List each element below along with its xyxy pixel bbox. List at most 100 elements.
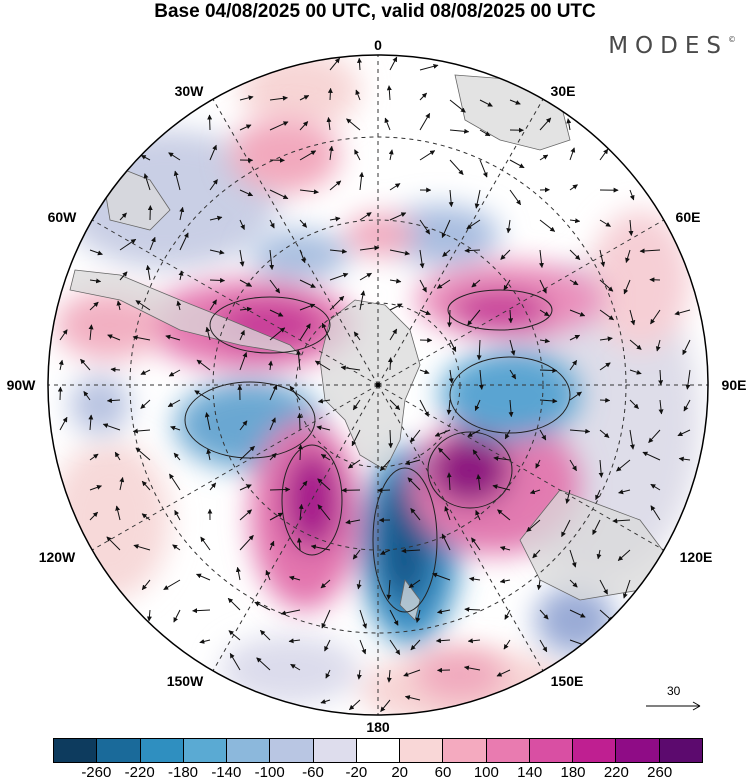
wind-arrow [499,546,511,551]
colorbar-segment [529,739,574,762]
wind-arrow [388,429,394,449]
wind-arrow [419,399,429,417]
wind-arrow [349,699,361,711]
wind-arrow [102,423,121,431]
wind-arrow [329,295,345,311]
wind-arrow [526,519,541,532]
wind-arrow [529,489,541,495]
wind-arrow [299,189,319,195]
wind-arrow [612,518,631,524]
contour-pos-se [427,431,513,509]
wind-arrow [389,328,398,341]
wind-arrow [194,390,211,401]
anomaly-neg-far-west [70,375,130,435]
wind-arrow [165,334,181,341]
wind-arrow [209,144,217,161]
wind-arrow [539,609,549,620]
wind-arrow [329,248,348,254]
wind-arrow [629,399,639,409]
wind-arrow [476,339,482,361]
wind-arrow [504,429,511,440]
wind-arrow [57,386,63,401]
wind-arrow [377,487,391,493]
wind-arrow [268,360,274,371]
tint-pos-ne [590,210,690,350]
wind-arrow [500,249,511,260]
wind-arrow [479,99,493,107]
wind-arrow [539,639,548,653]
label-lon-0: 0 [374,37,382,53]
wind-arrow [299,279,316,288]
colorbar-tick-label: 260 [647,764,673,781]
wind-arrow [446,399,452,415]
wind-arrow [475,510,481,521]
wind-arrow [410,508,421,521]
wind-arrow [299,249,306,264]
wind-arrow [471,279,481,288]
wind-arrow [353,331,361,341]
wind-arrow [351,429,361,447]
wind-arrow [539,398,558,404]
wind-arrow [235,566,241,581]
wind-arrow [569,428,591,434]
wind-arrow [317,398,331,404]
wind-arrow [539,279,547,294]
wind-arrow [535,459,541,469]
tint-neg-south [220,635,360,705]
wind-arrow [168,152,181,161]
wind-arrow [173,452,181,461]
anomaly-pos-south-edge [415,650,505,700]
wind-arrow [596,549,602,560]
wind-arrow [345,519,361,525]
wind-arrow [196,573,211,581]
wind-arrow [509,159,525,169]
wind-arrow [389,639,401,656]
vector-scale-value: 30 [667,684,681,698]
contour-pos-ne [447,289,553,331]
wind-arrow [174,509,181,521]
wind-arrow [172,544,181,551]
wind-arrow [658,369,664,386]
wind-arrow [599,219,611,227]
wind-arrow [389,278,402,284]
wind-arrow [299,121,309,131]
wind-arrow [569,218,581,224]
wind-arrow [141,480,151,491]
colorbar-segment [443,739,487,762]
wind-arrow [387,357,393,371]
colorbar-tick-label: 100 [473,764,499,781]
wind-arrow [133,544,151,551]
colorbar-tick-label: -20 [345,764,368,781]
colorbar-segment [616,739,660,762]
wind-arrow [239,219,245,230]
wind-arrow [410,639,421,651]
wind-arrow [509,189,522,206]
wind-arrow [269,540,275,551]
wind-arrow [629,369,642,375]
label-lon-90e: 90E [722,377,747,393]
wind-arrow [209,215,223,221]
wind-arrow [355,89,361,101]
wind-arrow [205,326,211,341]
wind-arrow [419,309,431,316]
wind-arrow [441,219,451,239]
wind-arrow [207,114,213,131]
wind-arrow [296,349,302,371]
wind-arrow [314,360,331,371]
australia [519,489,671,601]
wind-arrow [389,609,399,626]
wind-arrow [58,359,64,371]
wind-arrow [415,609,421,623]
wind-arrow [474,399,481,411]
wind-arrow [674,309,691,316]
new-zealand [399,579,421,621]
meridian-line [377,384,544,672]
wind-arrow [449,128,470,134]
wind-arrow [569,249,581,261]
wind-arrow [88,324,94,341]
wind-arrow [269,487,291,493]
wind-arrow [173,170,181,191]
meridian-line [377,98,544,386]
wind-arrow [446,309,452,328]
wind-arrow [474,189,481,209]
